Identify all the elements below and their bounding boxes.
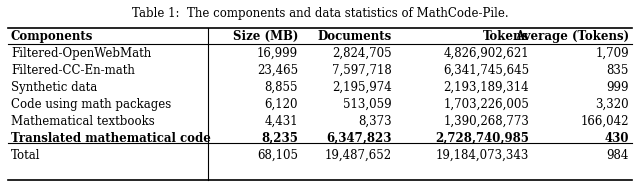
Text: 8,235: 8,235 [261,132,298,145]
Text: Mathematical textbooks: Mathematical textbooks [11,115,155,128]
Text: Filtered-OpenWebMath: Filtered-OpenWebMath [11,47,151,60]
Text: 16,999: 16,999 [257,47,298,60]
Text: 1,703,226,005: 1,703,226,005 [444,98,529,111]
Text: 835: 835 [607,64,629,77]
Text: Code using math packages: Code using math packages [11,98,171,111]
Text: Components: Components [11,30,93,43]
Text: 2,195,974: 2,195,974 [332,81,392,94]
Text: Average (Tokens): Average (Tokens) [515,30,629,43]
Text: 3,320: 3,320 [595,98,629,111]
Text: Tokens: Tokens [483,30,529,43]
Text: 6,341,745,645: 6,341,745,645 [443,64,529,77]
Text: 19,184,073,343: 19,184,073,343 [436,149,529,162]
Text: 430: 430 [605,132,629,145]
Text: Synthetic data: Synthetic data [11,81,97,94]
Text: Total: Total [11,149,40,162]
Text: Filtered-CC-En-math: Filtered-CC-En-math [11,64,135,77]
Text: 2,193,189,314: 2,193,189,314 [444,81,529,94]
Text: 4,431: 4,431 [264,115,298,128]
Text: 8,855: 8,855 [265,81,298,94]
Text: Translated mathematical code: Translated mathematical code [11,132,211,145]
Text: 999: 999 [607,81,629,94]
Text: 7,597,718: 7,597,718 [332,64,392,77]
Text: 19,487,652: 19,487,652 [324,149,392,162]
Text: 6,120: 6,120 [265,98,298,111]
Text: 2,728,740,985: 2,728,740,985 [435,132,529,145]
Text: 8,373: 8,373 [358,115,392,128]
Text: 1,709: 1,709 [595,47,629,60]
Text: 6,347,823: 6,347,823 [326,132,392,145]
Text: 4,826,902,621: 4,826,902,621 [444,47,529,60]
Text: 68,105: 68,105 [257,149,298,162]
Text: Table 1:  The components and data statistics of MathCode-Pile.: Table 1: The components and data statist… [132,7,508,20]
Text: 984: 984 [607,149,629,162]
Text: Size (MB): Size (MB) [233,30,298,43]
Text: 166,042: 166,042 [580,115,629,128]
Text: Documents: Documents [317,30,392,43]
Text: 23,465: 23,465 [257,64,298,77]
Text: 513,059: 513,059 [343,98,392,111]
Text: 1,390,268,773: 1,390,268,773 [444,115,529,128]
Text: 2,824,705: 2,824,705 [332,47,392,60]
